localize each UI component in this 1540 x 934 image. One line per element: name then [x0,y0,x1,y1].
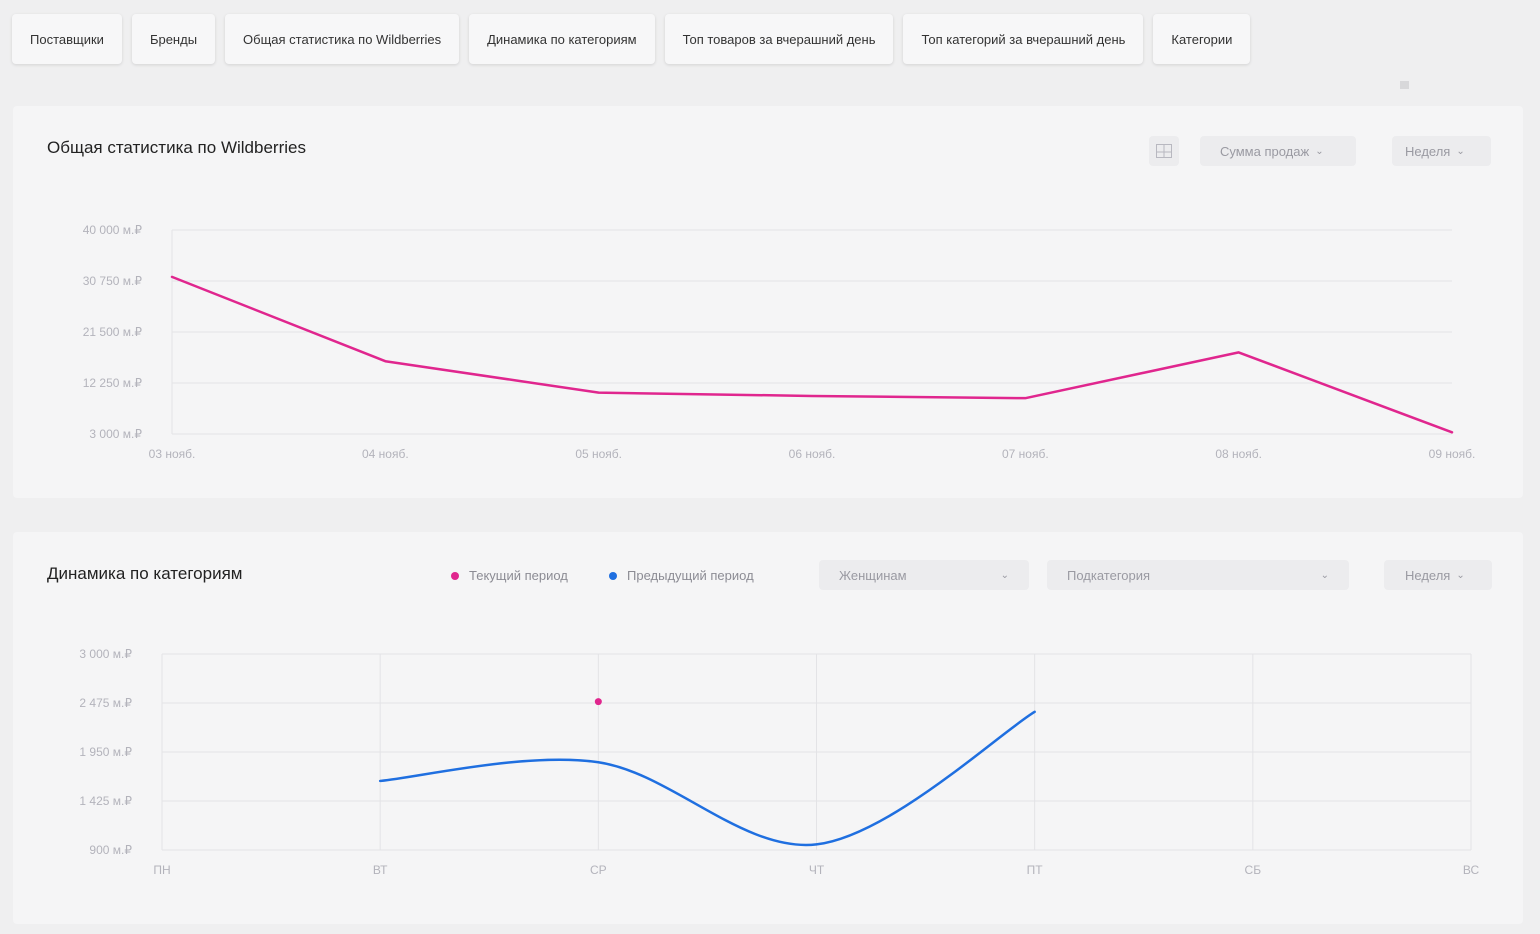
data-point [594,698,602,706]
general-stats-card: Общая статистика по Wildberries Сумма пр… [13,106,1523,498]
y-tick-label: 1 950 м.₽ [79,745,132,759]
category-select-value: Женщинам [839,567,907,583]
series-line [378,710,1036,847]
y-tick-label: 21 500 м.₽ [83,325,143,339]
x-tick-label: 04 нояб. [362,447,409,461]
x-tick-label: 07 нояб. [1002,447,1049,461]
x-tick-label: 08 нояб. [1215,447,1262,461]
x-tick-label: 06 нояб. [789,447,836,461]
tab-suppliers[interactable]: Поставщики [12,14,122,64]
card-title: Динамика по категориям [47,564,243,583]
y-tick-label: 900 м.₽ [89,843,132,857]
y-tick-label: 3 000 м.₽ [79,647,132,661]
category-select[interactable]: Женщинам ⌄ [819,560,1029,590]
tab-category-dynamics[interactable]: Динамика по категориям [469,14,655,64]
subcategory-select[interactable]: Подкатегория ⌄ [1047,560,1349,590]
general-stats-chart: 3 000 м.₽ 12 250 м.₽ 21 500 м.₽ 30 750 м.₽ 4… [83,223,1476,461]
x-tick-label: СБ [1245,863,1262,877]
legend-dot-previous [609,571,617,580]
tab-categories[interactable]: Категории [1153,14,1251,64]
nav-tabs: Поставщики Бренды Общая статистика по Wi… [12,14,1251,64]
series-line [170,275,1454,434]
chevron-down-icon: ⌄ [1315,145,1324,157]
y-tick-label: 40 000 м.₽ [83,223,143,237]
chevron-down-icon: ⌄ [1456,569,1465,581]
x-tick-label: ВТ [373,863,388,877]
y-tick-label: 3 000 м.₽ [89,427,142,441]
x-tick-label: 03 нояб. [149,447,196,461]
category-dynamics-chart: 900 м.₽ 1 425 м.₽ 1 950 м.₽ 2 475 м.₽ 3 000 … [79,647,1480,877]
y-tick-label: 12 250 м.₽ [83,376,143,390]
legend-dot-current [451,571,459,580]
legend-current: Текущий период [451,568,568,583]
x-tick-label: ПТ [1027,863,1044,877]
tab-top-products[interactable]: Топ товаров за вчерашний день [664,14,894,64]
x-tick-label: 05 нояб. [575,447,622,461]
table-icon [1156,144,1172,158]
metric-select-value: Сумма продаж [1220,143,1310,159]
subcategory-select-value: Подкатегория [1067,567,1151,583]
y-tick-label: 30 750 м.₽ [83,274,143,288]
y-tick-label: 1 425 м.₽ [79,794,132,808]
x-tick-label: СР [590,863,607,877]
x-tick-label: ЧТ [809,863,825,877]
legend-current-label: Текущий период [469,568,568,583]
x-tick-label: ПН [153,863,170,877]
chevron-down-icon: ⌄ [1000,569,1009,581]
category-dynamics-card: Динамика по категориям Текущий период Пр… [13,532,1523,924]
tab-brands[interactable]: Бренды [131,14,216,64]
tab-top-categories[interactable]: Топ категорий за вчерашний день [903,14,1144,64]
y-tick-label: 2 475 м.₽ [79,696,132,710]
legend-previous-label: Предыдущий период [627,568,754,583]
card-title: Общая статистика по Wildberries [47,138,306,157]
legend-previous: Предыдущий период [609,568,754,583]
x-tick-label: 09 нояб. [1429,447,1476,461]
period-select[interactable]: Неделя ⌄ [1384,560,1492,590]
table-view-button[interactable] [1149,136,1179,166]
chevron-down-icon: ⌄ [1456,145,1465,157]
period-select[interactable]: Неделя ⌄ [1392,136,1491,166]
chevron-down-icon: ⌄ [1320,569,1329,581]
metric-select[interactable]: Сумма продаж ⌄ [1200,136,1356,166]
period-select-value: Неделя [1405,143,1451,159]
x-tick-label: ВС [1463,863,1480,877]
tabs-scrollbar[interactable] [1400,81,1409,89]
tab-general-stats[interactable]: Общая статистика по Wildberries [225,14,460,64]
period-select-value: Неделя [1405,567,1451,583]
